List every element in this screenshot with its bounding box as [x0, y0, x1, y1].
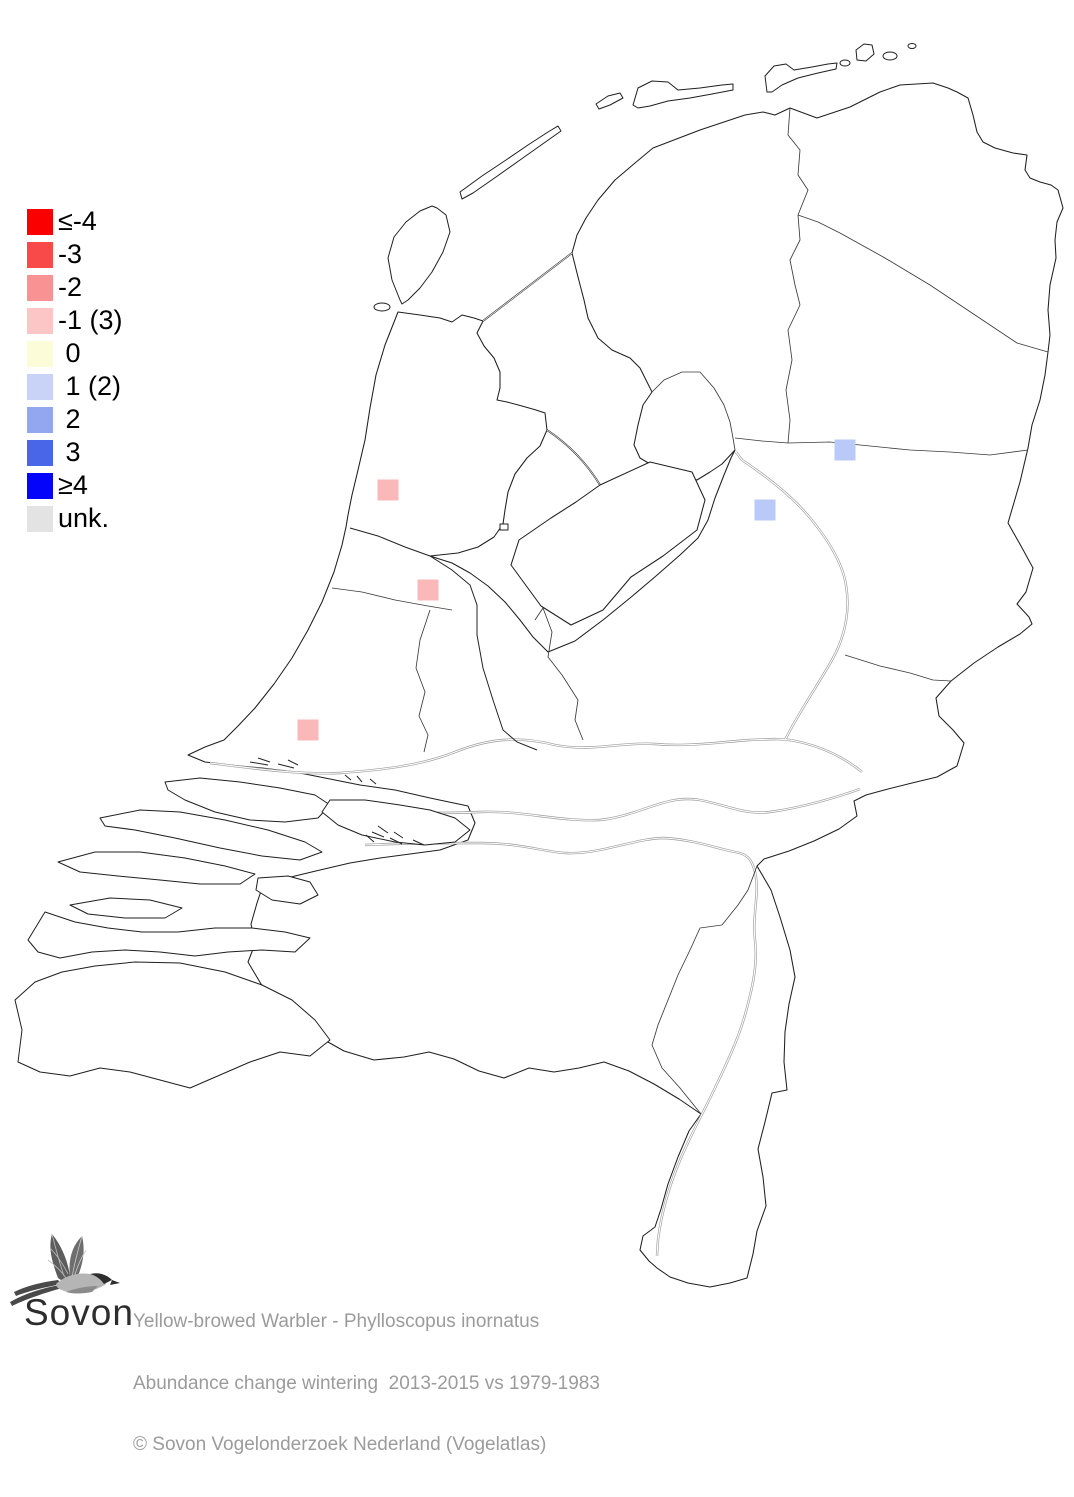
sovon-wordmark: Sovon	[24, 1292, 134, 1333]
abundance-cell-value-1	[834, 439, 856, 461]
legend-label: ≥4	[58, 470, 88, 500]
legend: ≤-4 -3 -2 -1 (3) 0 1 (2) 2 3 ≥4 unk.	[27, 205, 123, 535]
legend-item--3: -3	[27, 238, 123, 271]
abundance-cell-value--1	[417, 579, 439, 601]
legend-swatch-icon	[27, 373, 53, 400]
legend-item-unk: unk.	[27, 502, 123, 535]
legend-item-2: 2	[27, 403, 123, 436]
legend-item-3: 3	[27, 436, 123, 469]
map-subtitle: Abundance change wintering 2013-2015 vs …	[133, 1372, 600, 1394]
dikes-and-canals	[349, 252, 601, 751]
abundance-map-stage: ≤-4 -3 -2 -1 (3) 0 1 (2) 2 3 ≥4 unk. Sovon Ye…	[10, 43, 1064, 1455]
netherlands-map	[14, 43, 1064, 1288]
sovon-logo	[10, 1233, 120, 1306]
legend-swatch-icon	[27, 241, 53, 268]
legend-swatch-icon	[27, 274, 53, 301]
legend-label: ≤-4	[58, 206, 97, 236]
legend-item--1: -1 (3)	[27, 304, 123, 337]
legend-swatch-icon	[27, 406, 53, 433]
wadden-islands	[373, 43, 917, 312]
province-borders	[331, 107, 1049, 1115]
flevoland-polder	[510, 461, 706, 626]
legend-swatch-icon	[27, 340, 53, 367]
legend-label: 1 (2)	[58, 371, 122, 401]
houtribdijk-line	[546, 429, 601, 486]
delta-islands	[14, 777, 471, 1089]
swallow-icon	[10, 1233, 120, 1306]
legend-label: -1 (3)	[58, 305, 123, 335]
legend-label: -3	[58, 239, 83, 269]
legend-item--2: -2	[27, 271, 123, 304]
legend-swatch-icon	[27, 208, 53, 235]
noordzeekanaal-line	[349, 527, 538, 751]
legend-swatch-icon	[27, 472, 53, 499]
species-title: Yellow-browed Warbler - Phylloscopus ino…	[133, 1311, 540, 1332]
legend-swatch-icon	[27, 505, 53, 532]
abundance-cells	[297, 439, 856, 741]
netherlands-outline	[187, 82, 1064, 1288]
abundance-cell-value-1	[754, 499, 776, 521]
legend-swatch-icon	[27, 307, 53, 334]
legend-label: 0	[58, 338, 81, 368]
legend-item-1: 1 (2)	[27, 370, 123, 403]
footer-credits: Yellow-browed Warbler - Phylloscopus ino…	[133, 1271, 600, 1497]
copyright-line: © Sovon Vogelonderzoek Nederland (Vogela…	[133, 1434, 547, 1455]
legend-label: 3	[58, 437, 81, 467]
detail-squiggles	[249, 523, 509, 846]
legend-label: -2	[58, 272, 83, 302]
legend-label: 2	[58, 404, 81, 434]
legend-swatch-icon	[27, 439, 53, 466]
legend-item-<=-4: ≤-4	[27, 205, 123, 238]
legend-label: unk.	[58, 503, 110, 533]
abundance-cell-value--1	[377, 479, 399, 501]
legend-item-0: 0	[27, 337, 123, 370]
abundance-cell-value--1	[297, 719, 319, 741]
legend-item->=4: ≥4	[27, 469, 123, 502]
